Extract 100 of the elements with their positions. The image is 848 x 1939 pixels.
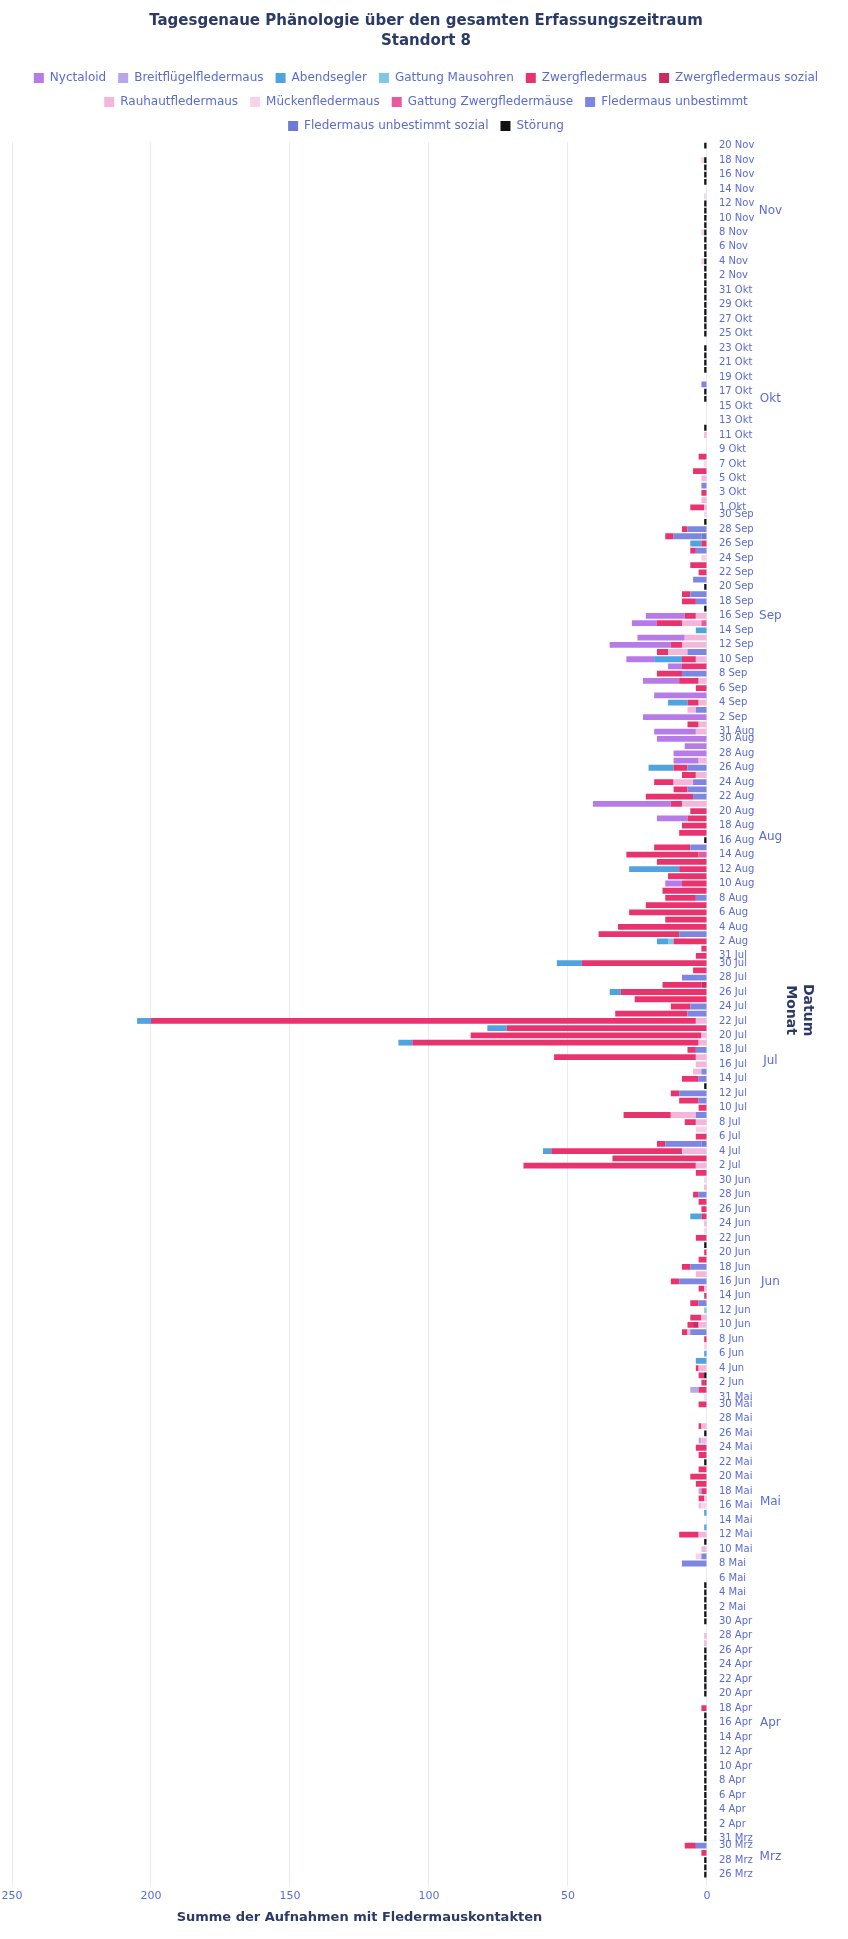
y-tick-label: 23 Okt xyxy=(718,341,753,353)
y-tick-label: 8 Aug xyxy=(718,891,749,903)
bar xyxy=(704,1430,707,1437)
bar xyxy=(695,1271,707,1278)
y-tick-label: 20 Jun xyxy=(718,1246,751,1258)
y-tick-label: 17 Okt xyxy=(718,385,753,397)
y-tick-label: 4 Apr xyxy=(718,1803,747,1815)
y-tick-label: 2 Nov xyxy=(718,269,749,281)
bar xyxy=(648,764,674,771)
y-tick-label: 12 Jun xyxy=(718,1303,751,1315)
y-tick-label: 28 Jun xyxy=(718,1188,751,1200)
y-tick-label: 24 Jun xyxy=(718,1217,751,1229)
bar xyxy=(704,1647,707,1654)
bar xyxy=(695,1046,707,1053)
bar xyxy=(670,1278,680,1285)
legend-label: Gattung Zwergfledermäuse xyxy=(407,94,574,109)
bar xyxy=(698,1321,707,1328)
text: Okt xyxy=(759,390,782,405)
bar xyxy=(523,1162,696,1169)
bar xyxy=(701,475,707,482)
y-tick-label: 8 Jul xyxy=(718,1115,741,1127)
bar xyxy=(681,1148,707,1155)
bar xyxy=(704,461,707,467)
bar xyxy=(695,1133,707,1140)
bar xyxy=(695,1842,707,1849)
text: Nov xyxy=(758,202,783,217)
y-tick-label: 10 Mai xyxy=(718,1542,753,1554)
y-tick-label: 12 Jul xyxy=(718,1086,747,1098)
bar xyxy=(695,1162,707,1169)
y-axis-title: Datum Monat xyxy=(784,983,817,1037)
bar xyxy=(609,641,671,648)
bar xyxy=(684,1842,696,1849)
y-tick-label: 12 Mai xyxy=(718,1528,753,1540)
text: Jun xyxy=(760,1273,780,1288)
y-tick-label: 16 Jul xyxy=(718,1057,747,1069)
bar xyxy=(693,779,707,786)
bar xyxy=(679,1278,707,1285)
bar xyxy=(593,801,671,807)
y-tick-label: 22 Apr xyxy=(718,1672,754,1684)
bar xyxy=(701,1849,707,1856)
y-tick-label: 14 Sep xyxy=(718,623,754,635)
bar xyxy=(668,938,674,945)
y-tick-label: 22 Aug xyxy=(718,790,755,802)
bar xyxy=(690,562,707,569)
y-tick-label: 24 Sep xyxy=(718,551,754,563)
y-tick-label: 2 Jul xyxy=(718,1159,741,1171)
bar xyxy=(704,1177,707,1183)
y-tick-label: 6 Jul xyxy=(718,1130,741,1142)
y-tick-label: 2 Jun xyxy=(718,1376,745,1388)
y-tick-label: 21 Okt xyxy=(718,356,753,368)
y-tick-label: 18 Aug xyxy=(718,819,755,831)
bar xyxy=(704,584,707,590)
bar xyxy=(695,1235,707,1241)
x-tick-label: 150 xyxy=(279,1888,301,1902)
y-tick-label: 28 Sep xyxy=(718,522,754,534)
bar xyxy=(695,1018,707,1024)
bar xyxy=(698,453,707,460)
bar xyxy=(698,721,707,728)
bar xyxy=(701,555,707,561)
bar xyxy=(701,981,707,988)
bar xyxy=(626,656,655,663)
x-axis-title: Summe der Aufnahmen mit Fledermauskontakten xyxy=(176,1908,543,1924)
bar xyxy=(690,1300,699,1306)
legend-label: Nyctaloid xyxy=(49,70,107,85)
y-tick-label: 14 Nov xyxy=(718,182,755,194)
y-tick-label: 4 Aug xyxy=(718,920,749,932)
legend-label: Mückenfledermaus xyxy=(266,94,380,109)
y-tick-label: 14 Aug xyxy=(718,848,755,860)
bar xyxy=(684,612,696,619)
bar xyxy=(701,489,707,496)
bar xyxy=(704,1459,707,1466)
bar xyxy=(656,938,669,945)
bar xyxy=(681,526,688,532)
y-tick-label: 4 Jun xyxy=(718,1361,745,1373)
text: Jul xyxy=(762,1052,778,1067)
y-tick-label: 22 Jul xyxy=(718,1014,747,1026)
bar xyxy=(695,1365,699,1372)
y-tick-label: 6 Sep xyxy=(718,681,748,693)
bar xyxy=(670,641,682,648)
legend-label: Zwergfledermaus xyxy=(541,70,648,85)
bar xyxy=(679,931,707,938)
y-tick-label: 24 Jul xyxy=(718,1000,747,1012)
legend-label: Zwergfledermaus sozial xyxy=(675,70,819,85)
bar xyxy=(698,1256,707,1263)
y-tick-label: 10 Apr xyxy=(718,1759,754,1771)
bar xyxy=(690,504,705,511)
bar xyxy=(668,699,688,706)
y-tick-label: 18 Nov xyxy=(718,153,755,165)
x-tick-label: 100 xyxy=(418,1888,440,1902)
bar xyxy=(681,1075,699,1082)
bar xyxy=(693,1321,699,1328)
x-tick-label: 0 xyxy=(703,1888,711,1902)
y-tick-label: 18 Apr xyxy=(718,1701,754,1713)
y-tick-label: 5 Okt xyxy=(718,471,747,483)
bar xyxy=(670,1112,696,1118)
bar xyxy=(704,345,707,352)
y-tick-label: 10 Jun xyxy=(718,1318,751,1330)
bar xyxy=(704,1307,707,1314)
y-tick-label: 12 Apr xyxy=(718,1745,754,1757)
bar xyxy=(654,779,674,786)
